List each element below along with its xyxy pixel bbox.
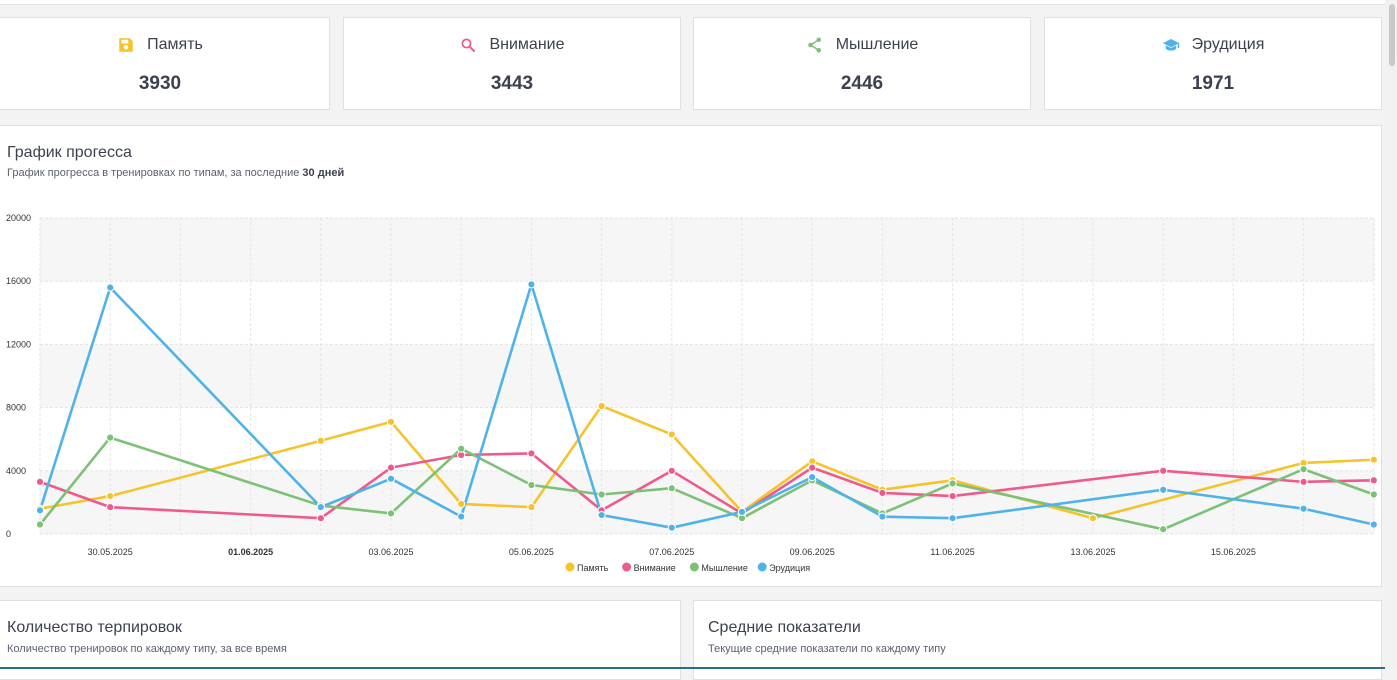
share-icon (807, 37, 821, 53)
stat-label: Внимание (489, 36, 565, 53)
stat-card-thinking[interactable]: Мышление 2446 (693, 17, 1031, 110)
bottom-accent-line (0, 667, 1385, 669)
stat-value: 2446 (840, 73, 884, 94)
averages-subtitle: Текущие средние показатели по каждому ти… (708, 643, 946, 655)
scrollbar-thumb[interactable] (1389, 4, 1395, 66)
progress-subtitle: График прогресса в тренировках по типам,… (7, 167, 344, 179)
stat-card-header: Эрудиция (1045, 35, 1381, 55)
stat-card-memory[interactable]: Память 3930 (0, 17, 330, 110)
stat-label: Эрудиция (1191, 36, 1265, 53)
averages-title: Средние показатели (708, 619, 861, 636)
search-icon (461, 38, 476, 52)
training-count-title: Количество терпировок (7, 619, 182, 636)
stat-card-header: Память (0, 35, 329, 55)
progress-title: График прогесса (7, 144, 132, 161)
averages-panel: Средние показатели Текущие средние показ… (693, 600, 1382, 680)
stat-value: 1971 (1191, 73, 1235, 94)
page-scrollbar[interactable] (1385, 0, 1397, 669)
stat-card-header: Внимание (344, 35, 680, 55)
training-count-subtitle: Количество тренировок по каждому типу, з… (7, 643, 287, 655)
graduation-cap-icon (1162, 39, 1179, 51)
floppy-disk-icon (119, 38, 133, 52)
progress-chart-panel: График прогесса График прогресса в трени… (0, 125, 1382, 587)
progress-subtitle-text: График прогресса в тренировках по типам,… (7, 167, 303, 179)
stat-label: Память (147, 36, 203, 53)
progress-subtitle-period: 30 дней (302, 167, 345, 179)
stat-card-erudition[interactable]: Эрудиция 1971 (1044, 17, 1382, 110)
stat-card-header: Мышление (694, 35, 1030, 55)
stat-label: Мышление (835, 36, 919, 53)
stat-value: 3443 (490, 73, 534, 94)
stat-value: 3930 (138, 73, 182, 94)
top-strip (0, 0, 1385, 5)
stat-card-attention[interactable]: Внимание 3443 (343, 17, 681, 110)
